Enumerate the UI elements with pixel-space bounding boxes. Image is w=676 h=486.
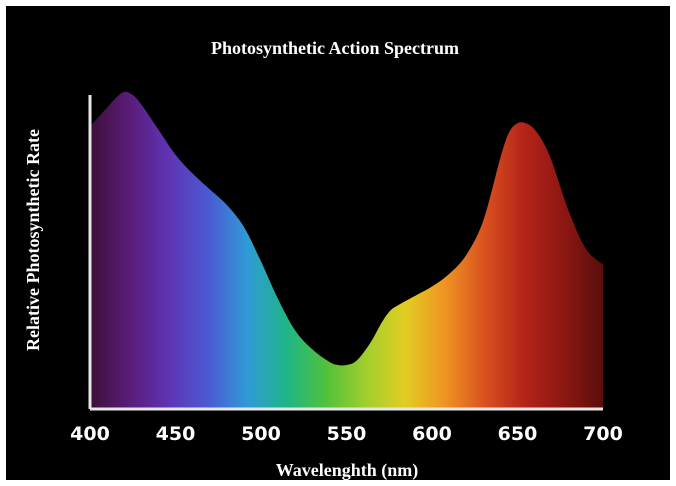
x-tick-label-700: 700 (583, 423, 623, 445)
spectrum-area (90, 91, 603, 409)
x-tick-label-400: 400 (70, 423, 110, 445)
x-tick-label-650: 650 (498, 423, 538, 445)
y-axis-label: Relative Photosynthetic Rate (23, 129, 43, 351)
x-tick-labels: 400 450 500 550 600 650 700 (70, 423, 623, 445)
x-tick-label-500: 500 (241, 423, 281, 445)
x-tick-label-600: 600 (412, 423, 452, 445)
x-axis-label: Wavelenghth (nm) (276, 460, 419, 481)
x-tick-label-450: 450 (156, 423, 196, 445)
chart-title: Photosynthetic Action Spectrum (211, 38, 459, 58)
x-tick-label-550: 550 (327, 423, 367, 445)
